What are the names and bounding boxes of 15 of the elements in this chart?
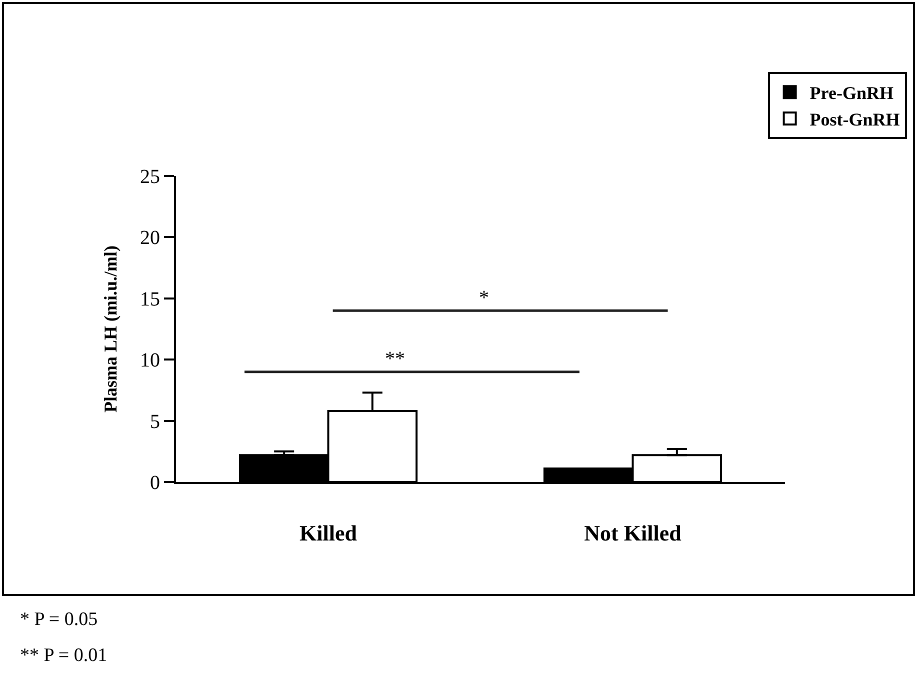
annotation: * bbox=[479, 287, 489, 309]
x-tick-label: Killed bbox=[300, 520, 357, 546]
y-axis-title: Plasma LH (mi.u./ml) bbox=[100, 246, 121, 412]
y-tick-label: 0 bbox=[150, 472, 160, 494]
legend-label: Pre-GnRH bbox=[810, 83, 894, 104]
x-tick-label: Not Killed bbox=[584, 520, 682, 546]
y-tick-label: 15 bbox=[140, 288, 160, 310]
text: ** P = 0.01 bbox=[20, 645, 108, 666]
legend-label: Post-GnRH bbox=[810, 110, 900, 130]
annotation: ** bbox=[385, 348, 405, 370]
y-tick-label: 25 bbox=[140, 166, 160, 188]
text: * P = 0.05 bbox=[20, 609, 98, 630]
y-tick-label: 20 bbox=[140, 227, 160, 250]
y-tick-label: 10 bbox=[140, 350, 160, 372]
y-tick-label: 5 bbox=[150, 410, 160, 433]
